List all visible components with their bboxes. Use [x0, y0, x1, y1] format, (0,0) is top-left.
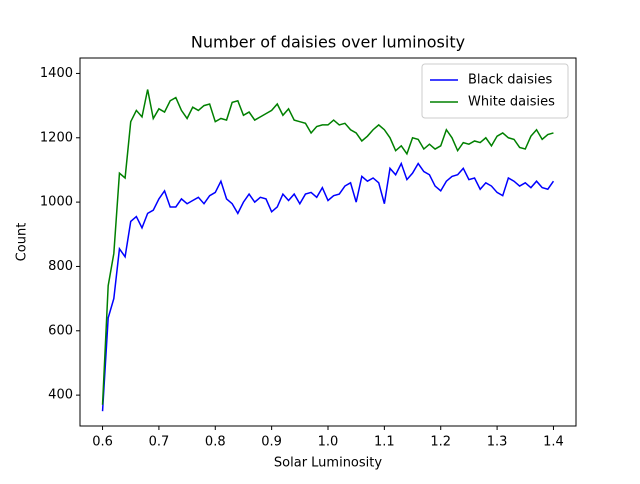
x-tick-label: 0.8 — [205, 435, 226, 450]
y-tick-label: 1000 — [40, 195, 73, 210]
x-tick-label: 1.4 — [543, 435, 564, 450]
legend: Black daisies White daisies — [421, 63, 569, 119]
legend-box — [421, 63, 569, 119]
x-tick-label: 0.9 — [261, 435, 282, 450]
x-tick-label: 1.3 — [487, 435, 508, 450]
x-tick-label: 1.2 — [430, 435, 451, 450]
y-tick-label: 600 — [48, 323, 73, 338]
y-tick-label: 1200 — [40, 130, 73, 145]
x-tick-label: 0.7 — [149, 435, 170, 450]
x-axis-label: Solar Luminosity — [274, 456, 382, 471]
y-tick-label: 1400 — [40, 66, 73, 81]
y-tick-label: 400 — [48, 388, 73, 403]
plot-area — [101, 89, 555, 412]
x-tick-label: 0.6 — [92, 435, 113, 450]
y-axis-label: Count — [15, 223, 30, 262]
legend-label: Black daisies — [468, 73, 553, 88]
x-tick-label: 1.0 — [318, 435, 339, 450]
series-line — [101, 161, 555, 412]
y-tick-label: 800 — [48, 259, 73, 274]
legend-label: White daisies — [468, 95, 555, 110]
x-tick-label: 1.1 — [374, 435, 395, 450]
chart-title: Number of daisies over luminosity — [191, 33, 465, 52]
series-line — [101, 89, 554, 405]
